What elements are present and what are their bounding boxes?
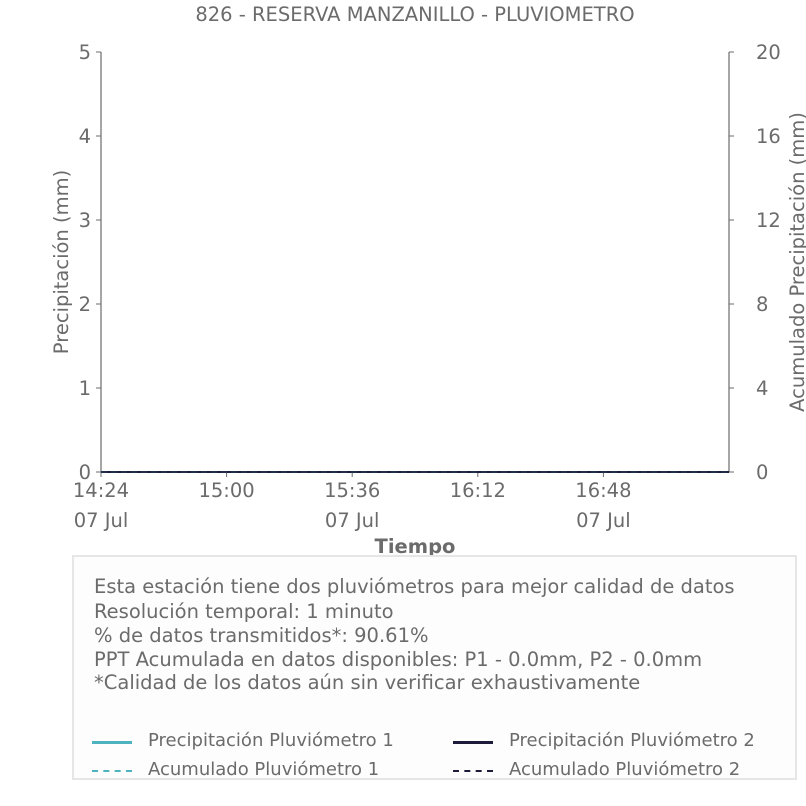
y2-tick-label: 8 [756,293,768,316]
info-line-2: Resolución temporal: 1 minuto [94,600,394,623]
info-legend-box: Esta estación tiene dos pluviómetros par… [72,555,797,780]
y-tick-label: 3 [79,209,91,232]
legend-label-p2: Precipitación Pluviómetro 2 [509,730,755,751]
chart-title: 826 - RESERVA MANZANILLO - PLUVIOMETRO [195,3,634,26]
y2-tick-label: 16 [756,125,781,148]
legend-label-p1: Precipitación Pluviómetro 1 [148,730,394,751]
x-tick-label: 15:36 [324,479,380,502]
x-tick-label: 14:24 [73,479,129,502]
x-tick-date-label: 07 Jul [74,509,129,532]
x-tick-date-label: 07 Jul [576,509,631,532]
y-axis-label: Precipitación (mm) [50,170,73,354]
y2-tick-label: 12 [756,209,781,232]
y2-tick-label: 0 [756,461,768,484]
x-tick-label: 16:12 [450,479,506,502]
legend-swatch-p2 [453,741,493,744]
y-tick-label: 1 [79,377,91,400]
legend-swatch-acc2 [453,770,493,772]
y-tick-label: 4 [79,125,91,148]
y-tick-label: 2 [79,293,91,316]
x-tick-label: 16:48 [575,479,631,502]
info-line-4: PPT Acumulada en datos disponibles: P1 -… [94,648,703,671]
legend-label-acc2: Acumulado Pluviómetro 2 [509,759,741,780]
y-tick-label: 5 [79,41,91,64]
y2-tick-label: 20 [756,41,781,64]
legend-swatch-p1 [92,741,132,744]
info-line-3: % de datos transmitidos*: 90.61% [94,624,429,647]
info-line-5: *Calidad de los datos aún sin verificar … [94,671,641,694]
y-tick-label: 0 [79,461,91,484]
x-tick-label: 15:00 [198,479,254,502]
info-line-1: Esta estación tiene dos pluviómetros par… [94,575,735,598]
y2-axis-label: Acumulado Precipitación (mm) [786,112,806,412]
x-tick-date-label: 07 Jul [325,509,380,532]
legend-swatch-acc1 [92,770,132,772]
x-axis-label: Tiempo [375,535,456,558]
legend-label-acc1: Acumulado Pluviómetro 1 [148,759,380,780]
y2-tick-label: 4 [756,377,768,400]
